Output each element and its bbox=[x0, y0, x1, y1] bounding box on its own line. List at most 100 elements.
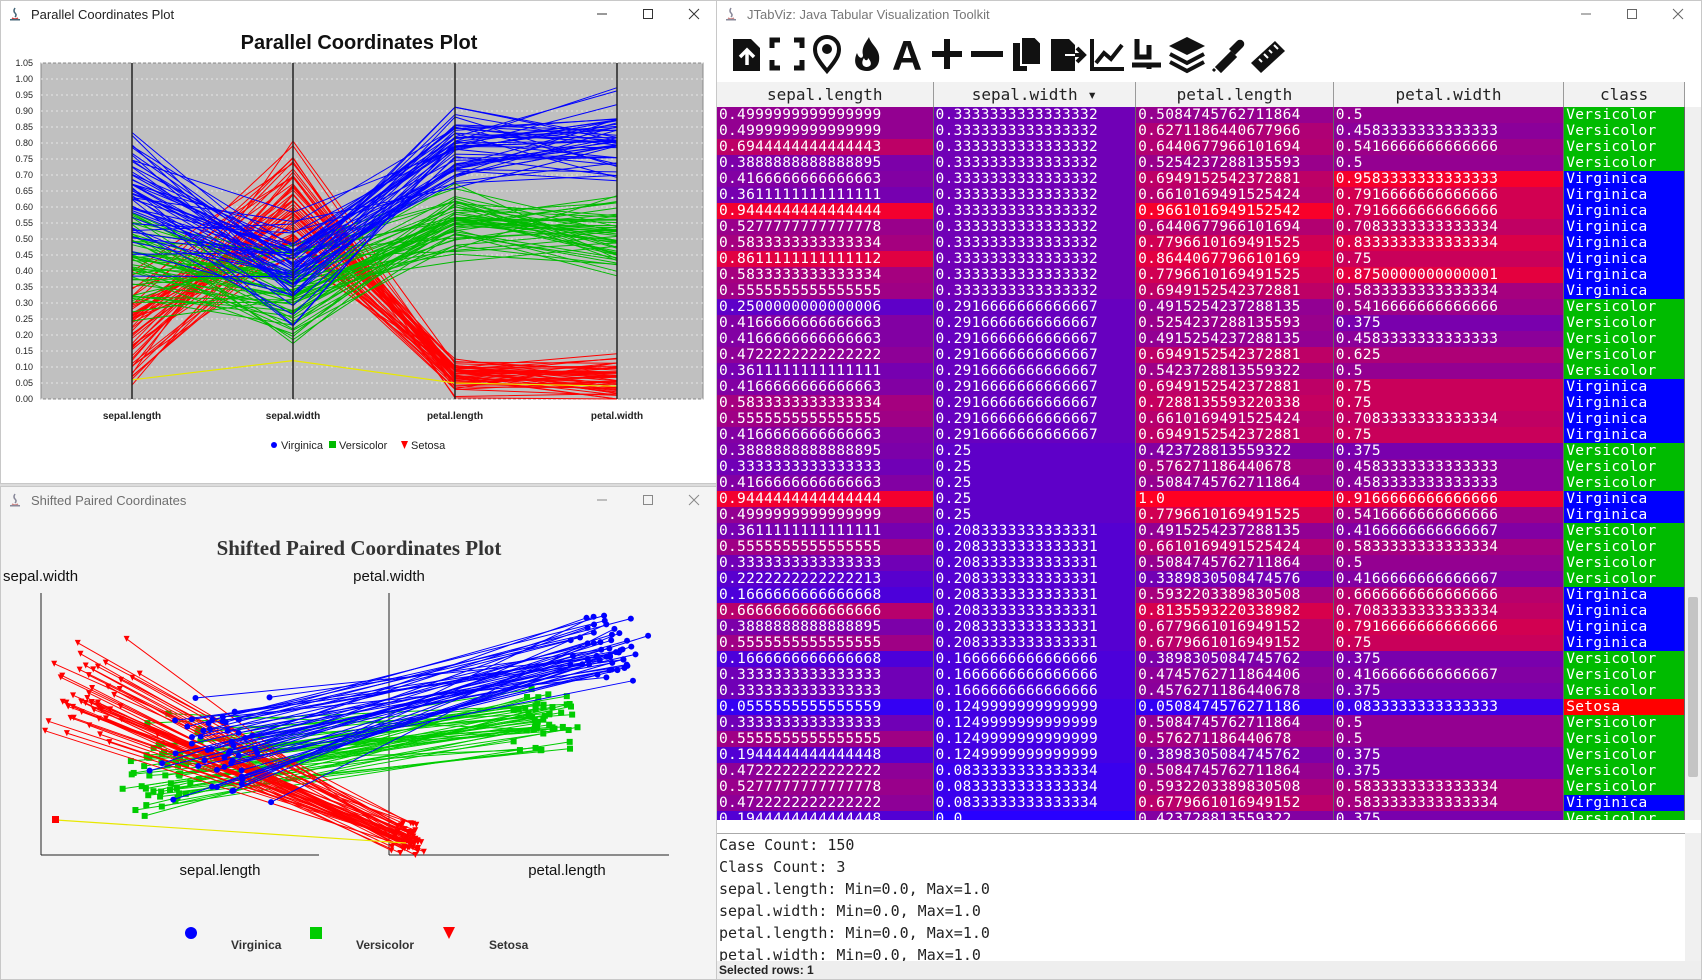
table-cell[interactable]: 0.25 bbox=[933, 443, 1137, 459]
table-cell[interactable]: 0.3333333333333332 bbox=[933, 251, 1137, 267]
table-cell[interactable]: 0.1666666666666666 bbox=[933, 683, 1137, 699]
table-row[interactable]: 0.1666666666666668 0.1666666666666666 0.38… bbox=[717, 651, 1685, 667]
table-cell[interactable]: 0.75 bbox=[1333, 427, 1565, 443]
table-cell[interactable]: 0.375 bbox=[1333, 651, 1565, 667]
fire-icon[interactable] bbox=[847, 33, 887, 75]
table-cell[interactable]: 0.3333333333333332 bbox=[933, 123, 1137, 139]
table-cell[interactable]: 0.5 bbox=[1333, 715, 1565, 731]
maximize-button[interactable] bbox=[1609, 1, 1655, 27]
table-cell[interactable]: 0.375 bbox=[1333, 811, 1565, 820]
table-cell[interactable]: 0.0555555555555559 bbox=[717, 699, 934, 715]
table-cell[interactable]: Virginica bbox=[1564, 283, 1685, 299]
table-cell[interactable]: 0.6610169491525424 bbox=[1136, 411, 1334, 427]
table-cell[interactable]: 0.5833333333333334 bbox=[1333, 283, 1565, 299]
table-cell[interactable]: 0.2916666666666667 bbox=[933, 299, 1137, 315]
table-cell[interactable]: 0.3389830508474576 bbox=[1136, 571, 1334, 587]
maximize-button[interactable] bbox=[625, 487, 671, 513]
table-row[interactable]: 0.3611111111111111 0.2083333333333331 0.49… bbox=[717, 523, 1685, 539]
table-row[interactable]: 0.5277777777777778 0.0833333333333334 0.59… bbox=[717, 779, 1685, 795]
table-cell[interactable]: 0.2083333333333331 bbox=[933, 571, 1137, 587]
table-cell[interactable]: 0.6610169491525424 bbox=[1136, 539, 1334, 555]
table-row[interactable]: 0.5833333333333334 0.3333333333333332 0.77… bbox=[717, 235, 1685, 251]
table-cell[interactable]: 0.3333333333333333 bbox=[717, 667, 934, 683]
table-cell[interactable]: 0.4166666666666663 bbox=[717, 331, 934, 347]
table-cell[interactable]: 0.5084745762711864 bbox=[1136, 107, 1334, 123]
table-cell[interactable]: 0.0508474576271186 bbox=[1136, 699, 1334, 715]
table-cell[interactable]: 0.25 bbox=[933, 491, 1137, 507]
table-cell[interactable]: 0.2916666666666667 bbox=[933, 347, 1137, 363]
table-cell[interactable]: 0.6779661016949152 bbox=[1136, 795, 1334, 811]
table-cell[interactable]: 0.1944444444444448 bbox=[717, 747, 934, 763]
table-cell[interactable]: Versicolor bbox=[1564, 651, 1685, 667]
table-cell[interactable]: 0.5833333333333334 bbox=[1333, 795, 1565, 811]
table-cell[interactable]: 0.8333333333333334 bbox=[1333, 235, 1565, 251]
table-cell[interactable]: Versicolor bbox=[1564, 331, 1685, 347]
column-header-class[interactable]: class bbox=[1564, 82, 1685, 107]
table-cell[interactable]: 0.5084745762711864 bbox=[1136, 555, 1334, 571]
table-cell[interactable]: 0.5 bbox=[1333, 363, 1565, 379]
table-cell[interactable]: Versicolor bbox=[1564, 683, 1685, 699]
close-button[interactable] bbox=[1655, 1, 1701, 27]
table-cell[interactable]: 0.5 bbox=[1333, 155, 1565, 171]
table-cell[interactable]: 0.5416666666666666 bbox=[1333, 139, 1565, 155]
table-row[interactable]: 0.4166666666666663 0.2916666666666667 0.69… bbox=[717, 427, 1685, 443]
table-row[interactable]: 0.3888888888888895 0.25 0.423728813559322 0… bbox=[717, 443, 1685, 459]
table-cell[interactable]: 0.5423728813559322 bbox=[1136, 363, 1334, 379]
table-row[interactable]: 0.3888888888888895 0.3333333333333332 0.52… bbox=[717, 155, 1685, 171]
table-row[interactable]: 0.4999999999999999 0.25 0.7796610169491525… bbox=[717, 507, 1685, 523]
table-cell[interactable]: Versicolor bbox=[1564, 747, 1685, 763]
table-cell[interactable]: 0.375 bbox=[1333, 315, 1565, 331]
table-cell[interactable]: 0.6949152542372881 bbox=[1136, 283, 1334, 299]
table-cell[interactable]: 0.7916666666666666 bbox=[1333, 619, 1565, 635]
shifted-paired-coordinates-chart[interactable]: Shifted Paired Coordinates Plot sepal.wi… bbox=[1, 513, 717, 979]
table-row[interactable]: 0.4722222222222222 0.2916666666666667 0.69… bbox=[717, 347, 1685, 363]
plus-icon[interactable] bbox=[927, 33, 967, 75]
table-cell[interactable]: 0.375 bbox=[1333, 763, 1565, 779]
table-cell[interactable]: 0.1249999999999999 bbox=[933, 747, 1137, 763]
table-cell[interactable]: 0.75 bbox=[1333, 635, 1565, 651]
table-cell[interactable]: 0.75 bbox=[1333, 379, 1565, 395]
table-cell[interactable]: 0.2916666666666667 bbox=[933, 395, 1137, 411]
table-cell[interactable]: 0.4999999999999999 bbox=[717, 107, 934, 123]
table-cell[interactable]: 0.4999999999999999 bbox=[717, 123, 934, 139]
table-cell[interactable]: Versicolor bbox=[1564, 555, 1685, 571]
table-row[interactable]: 0.2222222222222213 0.2083333333333331 0.33… bbox=[717, 571, 1685, 587]
table-row[interactable]: 0.3333333333333333 0.1666666666666666 0.47… bbox=[717, 667, 1685, 683]
table-cell[interactable]: 0.1249999999999999 bbox=[933, 715, 1137, 731]
table-cell[interactable]: 0.0 bbox=[933, 811, 1137, 820]
table-cell[interactable]: 0.8135593220338982 bbox=[1136, 603, 1334, 619]
table-cell[interactable]: 0.375 bbox=[1333, 747, 1565, 763]
column-header-petal-length[interactable]: petal.length bbox=[1136, 82, 1334, 107]
table-cell[interactable]: 0.3333333333333333 bbox=[717, 715, 934, 731]
table-cell[interactable]: 0.6666666666666666 bbox=[717, 603, 934, 619]
table-cell[interactable]: 0.6779661016949152 bbox=[1136, 619, 1334, 635]
table-cell[interactable]: 0.3333333333333332 bbox=[933, 203, 1137, 219]
table-cell[interactable]: 0.3333333333333333 bbox=[717, 459, 934, 475]
table-row[interactable]: 0.4999999999999999 0.3333333333333332 0.50… bbox=[717, 107, 1685, 123]
table-cell[interactable]: Virginica bbox=[1564, 251, 1685, 267]
table-cell[interactable]: Virginica bbox=[1564, 507, 1685, 523]
table-cell[interactable]: 1.0 bbox=[1136, 491, 1334, 507]
table-cell[interactable]: 0.2083333333333331 bbox=[933, 619, 1137, 635]
table-cell[interactable]: Virginica bbox=[1564, 219, 1685, 235]
table-cell[interactable]: 0.5254237288135593 bbox=[1136, 315, 1334, 331]
table-cell[interactable]: 0.4722222222222222 bbox=[717, 347, 934, 363]
table-cell[interactable]: Virginica bbox=[1564, 395, 1685, 411]
table-cell[interactable]: 0.4722222222222222 bbox=[717, 795, 934, 811]
table-row[interactable]: 0.9444444444444444 0.3333333333333332 0.96… bbox=[717, 203, 1685, 219]
import-icon[interactable] bbox=[727, 33, 767, 75]
table-cell[interactable]: Versicolor bbox=[1564, 155, 1685, 171]
info-scrollbar[interactable] bbox=[1685, 833, 1701, 963]
table-cell[interactable]: Virginica bbox=[1564, 619, 1685, 635]
table-row[interactable]: 0.3611111111111111 0.3333333333333332 0.66… bbox=[717, 187, 1685, 203]
table-cell[interactable]: 0.9583333333333333 bbox=[1333, 171, 1565, 187]
table-cell[interactable]: 0.1944444444444448 bbox=[717, 811, 934, 820]
table-cell[interactable]: Versicolor bbox=[1564, 571, 1685, 587]
table-cell[interactable]: 0.3333333333333332 bbox=[933, 187, 1137, 203]
sp-titlebar[interactable]: Shifted Paired Coordinates bbox=[1, 487, 717, 513]
table-row[interactable]: 0.5555555555555555 0.2083333333333331 0.67… bbox=[717, 635, 1685, 651]
table-cell[interactable]: 0.3333333333333333 bbox=[717, 555, 934, 571]
table-cell[interactable]: 0.1666666666666668 bbox=[717, 651, 934, 667]
table-cell[interactable]: 0.5833333333333334 bbox=[717, 267, 934, 283]
table-cell[interactable]: 0.4166666666666663 bbox=[717, 379, 934, 395]
